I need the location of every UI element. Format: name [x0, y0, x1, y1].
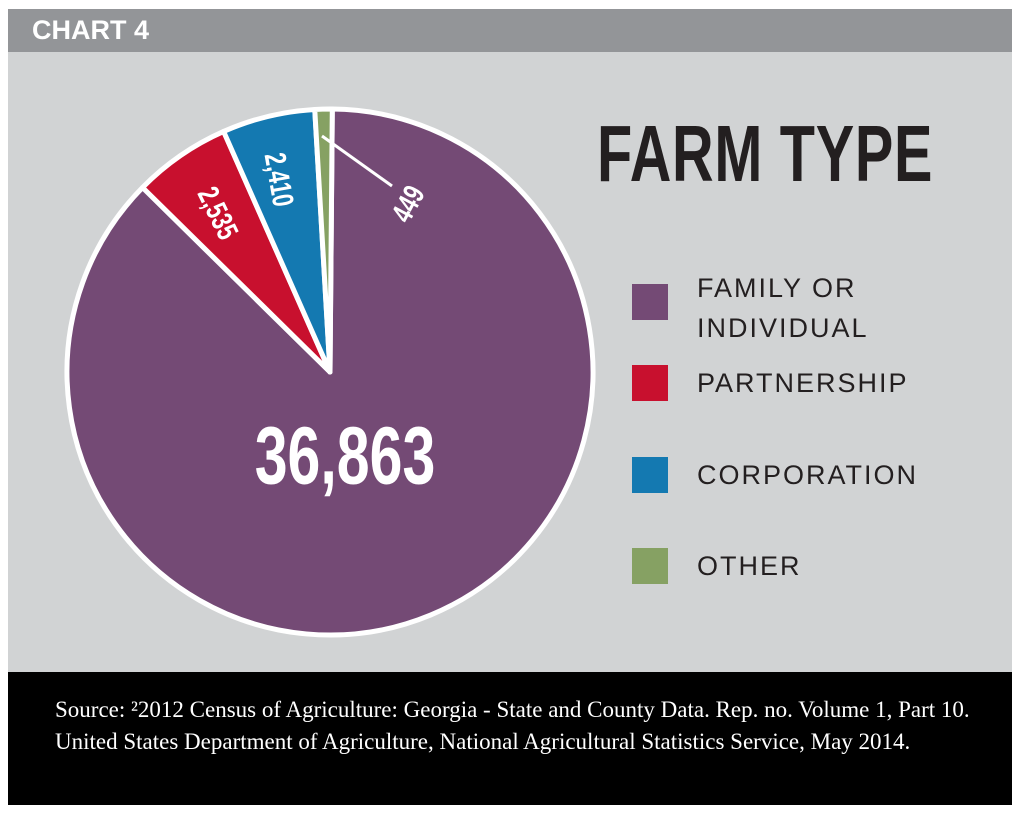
legend-label: PARTNERSHIP [697, 368, 909, 398]
source-text: Source: ²2012 Census of Agriculture: Geo… [55, 697, 970, 754]
legend-item-partnership: PARTNERSHIP [632, 363, 909, 403]
pie-slice-other [312, 106, 335, 375]
chart-title: FARM TYPE [597, 109, 934, 198]
leader-line-other [321, 134, 393, 188]
legend-swatch [632, 457, 668, 493]
chart-header: CHART 4 [8, 9, 1012, 52]
legend-item-other: OTHER [632, 546, 802, 586]
slice-label-family: 36,863 [255, 410, 436, 502]
legend-swatch [632, 284, 668, 320]
legend-swatch [632, 365, 668, 401]
legend-label: CORPORATION [697, 460, 919, 490]
legend-swatch [632, 548, 668, 584]
legend-label: FAMILY OR INDIVIDUAL [697, 273, 869, 343]
legend-label: OTHER [697, 551, 802, 581]
legend-item-corporation: CORPORATION [632, 455, 918, 495]
source-footer: Source: ²2012 Census of Agriculture: Geo… [8, 672, 1012, 805]
chart-number: CHART 4 [32, 15, 150, 45]
legend-item-family: FAMILY OR INDIVIDUAL [632, 262, 869, 343]
